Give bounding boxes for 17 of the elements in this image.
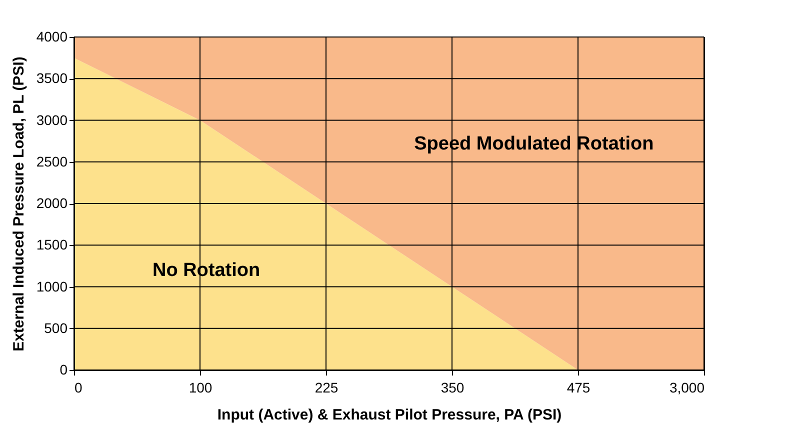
y-tick-label: 0: [60, 362, 68, 378]
y-tick-label: 3000: [36, 112, 68, 128]
y-axis-title: External Induced Pressure Load, PL (PSI): [10, 56, 28, 352]
y-tick-label: 500: [44, 320, 68, 336]
x-tick-label: 475: [566, 380, 590, 396]
y-tick-label: 1500: [36, 236, 68, 253]
y-tick-label: 1000: [36, 278, 68, 294]
y-tick-label: 4000: [36, 28, 68, 44]
x-tick-label: 100: [188, 380, 212, 396]
y-tick-label: 2000: [36, 195, 68, 211]
x-axis-title: Input (Active) & Exhaust Pilot Pressure, PA (PSI): [217, 406, 562, 424]
x-tick-label: 350: [440, 380, 464, 396]
x-tick-label: 0: [74, 380, 82, 396]
y-tick-label: 2500: [36, 153, 68, 170]
x-tick-label: 3,000: [669, 380, 705, 396]
x-tick-label: 225: [314, 380, 338, 396]
y-tick-label: 3500: [36, 70, 68, 86]
